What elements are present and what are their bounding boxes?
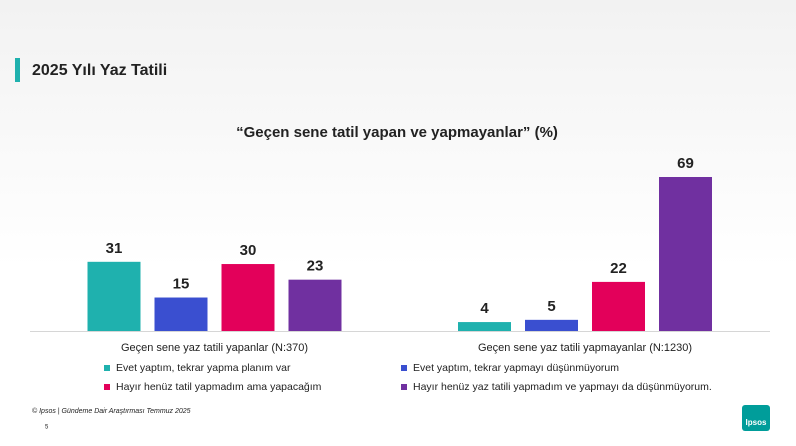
bar — [659, 177, 712, 331]
legend-marker — [104, 384, 110, 390]
data-label: 5 — [547, 298, 555, 315]
data-label: 15 — [173, 275, 190, 292]
bar — [592, 281, 645, 331]
x-tick-label: Geçen sene yaz tatili yapanlar (N:370) — [121, 342, 308, 354]
data-label: 22 — [610, 260, 627, 277]
legend-marker — [104, 365, 110, 371]
bar — [525, 319, 578, 331]
data-label: 30 — [240, 242, 257, 259]
data-label: 69 — [677, 155, 694, 172]
bar — [154, 297, 208, 331]
data-label: 4 — [480, 300, 489, 317]
data-label: 23 — [307, 258, 324, 275]
page-number: 5 — [45, 425, 49, 431]
legend-label: Hayır henüz yaz tatili yapmadım ve yapma… — [413, 381, 712, 393]
legend-marker — [401, 384, 407, 390]
data-label: 31 — [106, 240, 123, 257]
logo: Ipsos — [746, 418, 767, 427]
logo-box — [742, 405, 770, 431]
title-accent — [15, 58, 20, 82]
slide-title: 2025 Yılı Yaz Tatili — [32, 62, 167, 79]
bar — [288, 279, 342, 331]
x-tick-label: Geçen sene yaz tatili yapmayanlar (N:123… — [478, 342, 692, 354]
footer: © Ipsos | Gündeme Dair Araştırması Temmu… — [32, 407, 191, 415]
legend-label: Evet yaptım, tekrar yapma planım var — [116, 362, 291, 374]
bar — [458, 322, 511, 331]
bar — [221, 264, 275, 331]
legend-marker — [401, 365, 407, 371]
chart-title: “Geçen sene tatil yapan ve yapmayanlar” … — [236, 124, 558, 141]
legend-label: Evet yaptım, tekrar yapmayı düşünmüyorum — [413, 362, 619, 374]
bar — [87, 261, 141, 331]
legend-label: Hayır henüz tatil yapmadım ama yapacağım — [116, 381, 322, 393]
